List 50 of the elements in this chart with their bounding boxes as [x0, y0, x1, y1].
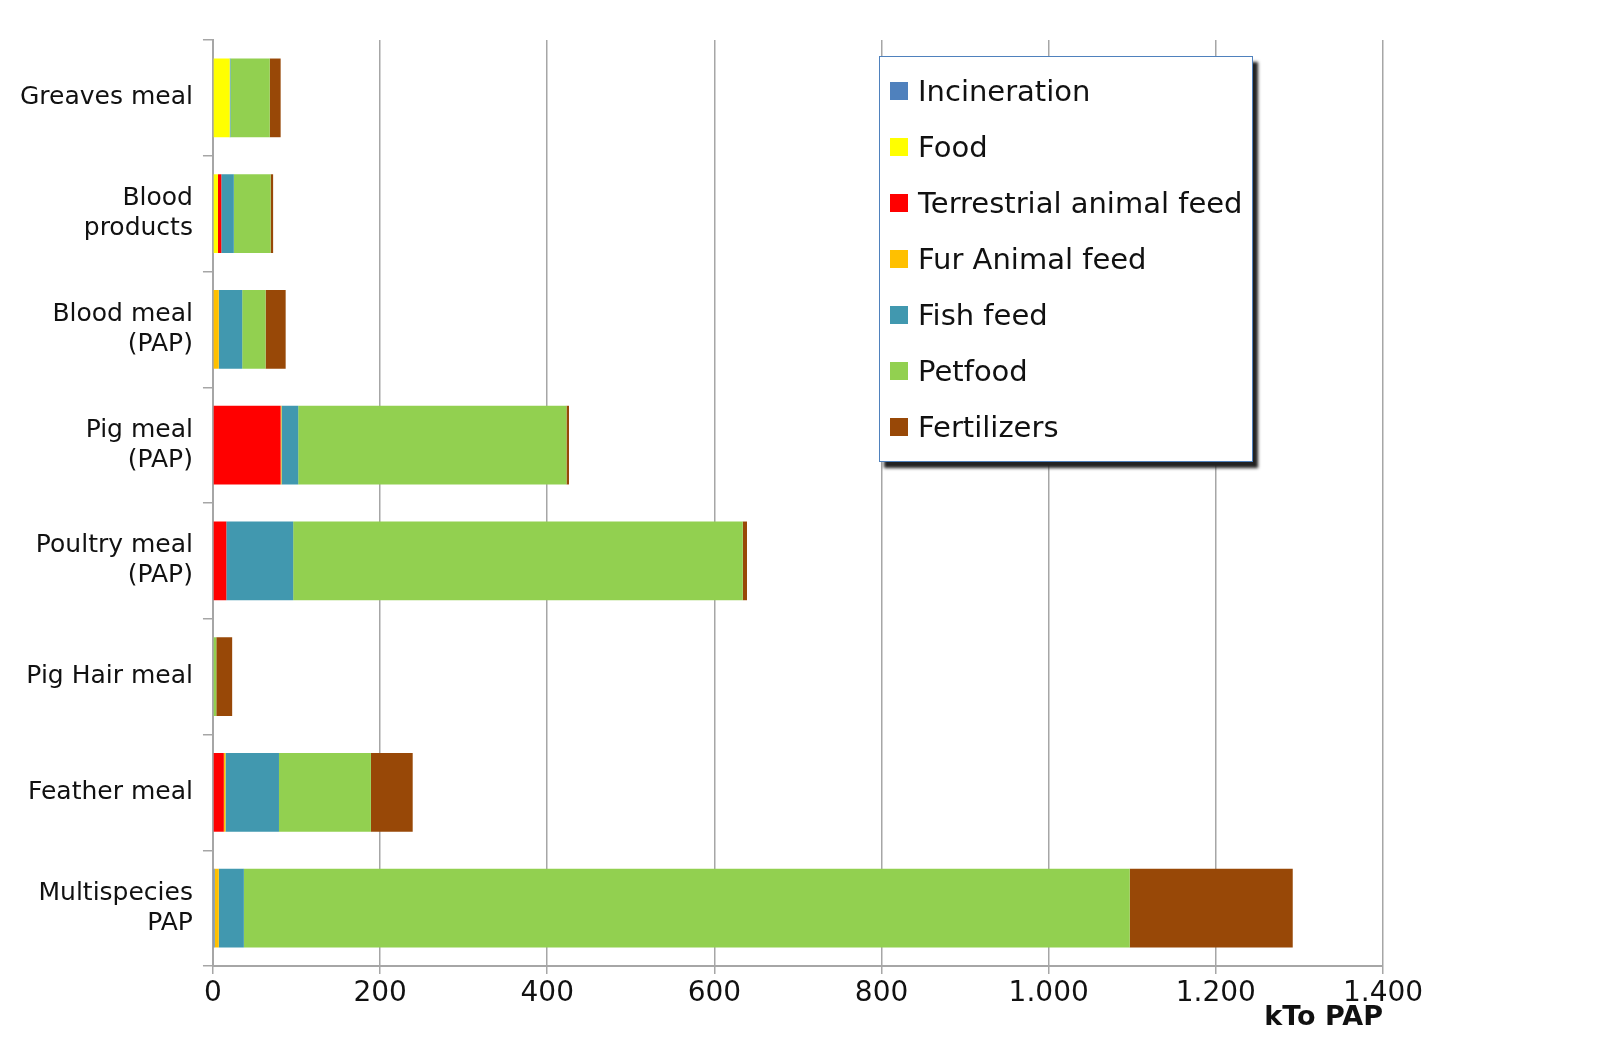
bar [243, 868, 1130, 948]
legend-label: Terrestrial animal feed [918, 186, 1243, 220]
bar [218, 290, 243, 369]
legend-label: Food [918, 130, 988, 164]
x-tick-label: 1.000 [1008, 975, 1089, 1009]
x-tick-label: 200 [353, 975, 407, 1009]
legend-label: Fish feed [918, 298, 1048, 332]
bar [217, 174, 222, 253]
bar [298, 405, 567, 485]
x-tick-label: 1.200 [1175, 975, 1256, 1009]
bar [281, 405, 299, 485]
bar [213, 58, 230, 138]
y-tick-label: Blood meal (PAP) [52, 297, 193, 357]
legend-label: Incineration [918, 74, 1091, 108]
bar [221, 174, 234, 253]
x-tick-label: 400 [520, 975, 574, 1009]
legend-label: Fertilizers [918, 410, 1059, 444]
y-tick-label: Poultry meal (PAP) [35, 529, 193, 589]
legend-label: Petfood [918, 354, 1028, 388]
bar [233, 174, 271, 253]
y-tick-label: Pig meal (PAP) [85, 413, 193, 473]
x-tick-label: 800 [854, 975, 909, 1009]
bar [269, 58, 281, 138]
bar [225, 753, 279, 832]
bar [293, 521, 743, 601]
y-tick-label: Pig Hair meal [26, 660, 193, 690]
bar [213, 174, 218, 253]
x-tick-label: 0 [204, 975, 222, 1009]
bar [265, 290, 286, 369]
bar [214, 868, 219, 948]
y-tick-label: Blood products [83, 182, 193, 242]
bar [742, 521, 747, 601]
y-tick-label: Feather meal [27, 775, 193, 805]
bar [370, 753, 413, 832]
bar [218, 868, 244, 948]
bar [1129, 868, 1293, 948]
bar [213, 753, 224, 832]
bar [230, 58, 270, 138]
x-tick-label: 600 [687, 975, 742, 1009]
bar [226, 521, 294, 601]
bar [213, 405, 281, 485]
bar [242, 290, 266, 369]
legend-label: Fur Animal feed [918, 242, 1147, 276]
bar [566, 405, 569, 485]
bar [213, 290, 219, 369]
bar [216, 637, 233, 716]
bar [213, 521, 227, 601]
y-tick-label: Greaves meal [20, 81, 193, 111]
bar [278, 753, 371, 832]
y-tick-label: Multispecies PAP [38, 876, 193, 936]
